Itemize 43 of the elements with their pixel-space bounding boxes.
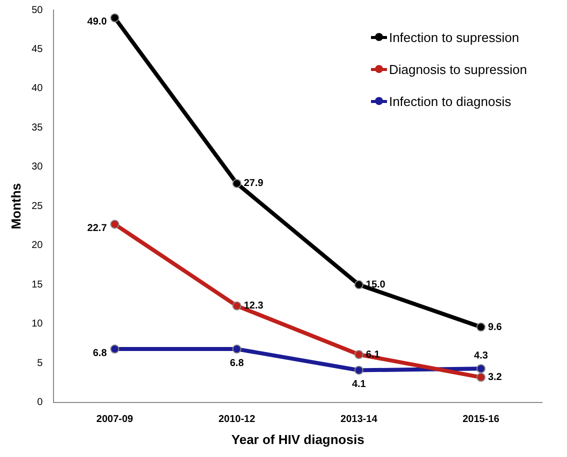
y-tick-label: 40	[32, 83, 44, 94]
x-tick-label: 2013-14	[340, 414, 378, 426]
point	[354, 350, 364, 360]
data-label: 12.3	[244, 300, 264, 312]
y-tick-label: 20	[32, 240, 44, 252]
data-label: 27.9	[244, 178, 264, 190]
point	[110, 344, 120, 354]
point	[476, 372, 486, 382]
legend-label: Diagnosis to supression	[388, 62, 527, 77]
y-tick-label: 45	[32, 44, 44, 55]
data-label: 6.8	[92, 348, 108, 359]
legend-label: Infection to diagnosis	[388, 94, 512, 109]
y-tick-label: 30	[32, 162, 44, 173]
x-tick-label: 2010-12	[218, 414, 256, 426]
point	[232, 344, 242, 354]
y-tick-label: 10	[32, 318, 44, 330]
x-axis-title: Year of HIV diagnosis	[231, 432, 364, 447]
data-label: 4.3	[474, 350, 488, 362]
y-tick-label: 50	[32, 4, 44, 16]
x-tick-label: 2007-09	[96, 414, 134, 426]
point	[476, 364, 486, 374]
point	[476, 322, 486, 332]
data-label: 22.7	[87, 223, 108, 234]
data-label: 6.1	[366, 349, 380, 360]
point	[354, 280, 364, 290]
data-label: 49.0	[87, 16, 108, 28]
y-tick-label: 35	[32, 122, 44, 134]
point	[354, 366, 364, 375]
point	[232, 301, 242, 310]
y-tick-label: 0	[37, 397, 44, 408]
point	[110, 220, 120, 229]
data-label: 3.2	[488, 372, 502, 384]
data-label: 9.6	[488, 322, 502, 333]
x-tick-label: 2015-16	[462, 414, 500, 426]
y-axis-title: Months	[8, 183, 24, 230]
legend-label: Infection to supression	[388, 30, 520, 45]
data-label: 4.1	[352, 378, 366, 390]
y-tick-label: 15	[32, 279, 44, 290]
point	[232, 178, 242, 188]
data-label: 6.8	[230, 358, 244, 369]
point	[110, 13, 120, 22]
y-tick-label: 25	[32, 200, 44, 212]
y-tick-label: 5	[37, 358, 44, 369]
